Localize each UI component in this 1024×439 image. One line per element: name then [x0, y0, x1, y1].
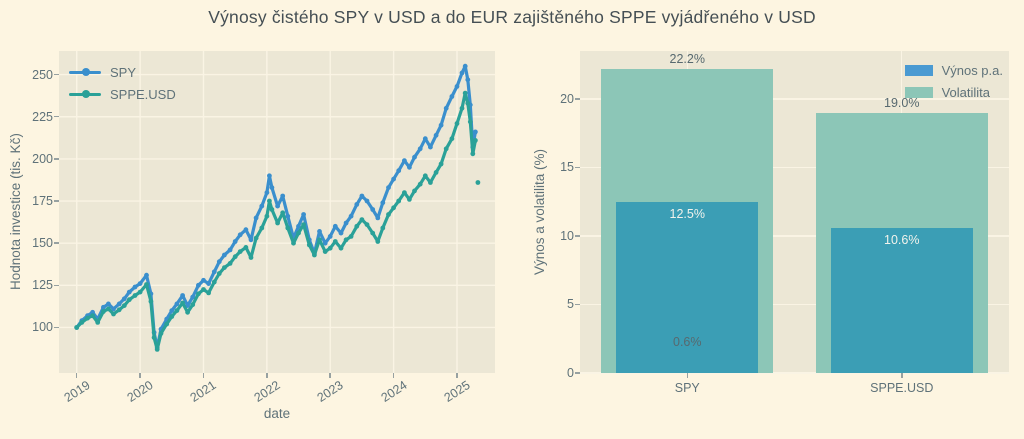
y-tick-label: 5 — [567, 297, 574, 312]
vynos-legend-label: Výnos p.a. — [941, 63, 1003, 78]
y-tick-mark — [54, 200, 59, 202]
chart-title: Výnosy čistého SPY v USD a do EUR zajišt… — [208, 7, 816, 27]
y-tick-label: 10 — [560, 228, 574, 243]
y-tick-mark — [54, 158, 59, 160]
y-tick-mark — [575, 303, 580, 306]
sppe-marker-dot — [82, 90, 90, 98]
bar-grid-line — [580, 372, 1009, 374]
y-tick-label: 100 — [32, 320, 53, 335]
volatilita-legend-patch — [904, 87, 933, 98]
x-tick-mark — [202, 373, 205, 378]
bar-chart-panel: 22.2% 12.5% 19.0% 10.6% 0.6% Výnos p.a. Vola… — [580, 51, 1009, 374]
y-axis-label-right: Výnos a volatilita (%) — [532, 148, 547, 276]
x-tick-mark — [266, 373, 268, 378]
line-chart-panel: SPY SPPE.USD — [59, 51, 495, 373]
y-tick-label: 0 — [567, 366, 574, 380]
vynos-bar — [830, 227, 973, 373]
y-tick-label: 20 — [560, 91, 574, 106]
y-tick-label: 250 — [32, 67, 53, 82]
spy-legend-label: SPY — [110, 64, 137, 80]
y-axis-label-left: Hodnota investice (tis. Kč) — [8, 133, 23, 291]
x-tick-mark — [456, 373, 458, 378]
bar-chart-legend: Výnos p.a. Volatilita — [904, 63, 1003, 100]
spy-marker-dot — [82, 68, 90, 76]
vynos-value-label: 12.5% — [669, 206, 705, 221]
bar-grid-line — [580, 303, 1009, 306]
y-tick-mark — [54, 242, 59, 244]
category-tick-mark — [686, 373, 688, 378]
y-tick-label: 150 — [32, 236, 53, 251]
volatilita-legend-label: Volatilita — [941, 85, 990, 100]
x-tick-mark — [139, 373, 141, 378]
y-tick-mark — [575, 98, 580, 100]
y-tick-mark — [575, 166, 580, 169]
bar-annotation: 0.6% — [673, 334, 702, 349]
bar-grid-line — [580, 98, 1009, 100]
spy-line-swatch — [69, 68, 101, 76]
legend-item-spy: SPY — [69, 61, 176, 83]
y-tick-label: 200 — [32, 151, 53, 166]
y-tick-mark — [54, 326, 59, 329]
line-chart-legend: SPY SPPE.USD — [69, 61, 176, 105]
bar-chart-plot: 22.2% 12.5% 19.0% 10.6% 0.6% — [580, 51, 1009, 374]
x-tick-mark — [75, 373, 78, 378]
y-tick-label: 15 — [560, 160, 574, 175]
x-tick-mark — [329, 373, 331, 378]
sppe-line-swatch — [69, 90, 101, 98]
y-tick-label: 125 — [32, 278, 53, 293]
vynos-value-label: 10.6% — [884, 232, 920, 247]
volatilita-value-label: 19.0% — [884, 95, 920, 110]
sppe-legend-label: SPPE.USD — [110, 86, 176, 102]
category-tick-mark — [901, 373, 903, 378]
category-label: SPY — [674, 381, 700, 395]
x-tick-mark — [392, 373, 395, 378]
category-label: SPPE.USD — [870, 381, 934, 395]
x-axis-label-date: date — [263, 406, 291, 421]
y-tick-mark — [54, 284, 59, 287]
y-tick-mark — [575, 372, 580, 374]
y-tick-mark — [54, 115, 59, 118]
vynos-legend-patch — [904, 65, 933, 76]
bar-grid-line — [580, 166, 1009, 169]
legend-item-sppe: SPPE.USD — [69, 83, 176, 105]
volatilita-value-label: 22.2% — [669, 51, 705, 66]
y-tick-mark — [575, 235, 580, 237]
bar-grid-line — [580, 235, 1009, 237]
line-chart-plot — [59, 51, 495, 373]
y-tick-label: 175 — [32, 194, 53, 209]
y-tick-mark — [54, 73, 59, 76]
vynos-bar — [616, 201, 759, 373]
y-tick-label: 225 — [32, 109, 53, 124]
